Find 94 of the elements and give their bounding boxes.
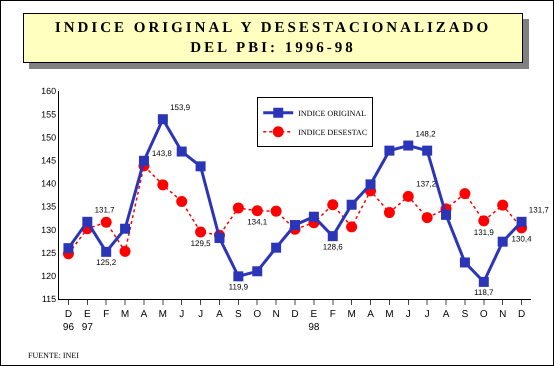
point [176,146,187,157]
point [478,276,489,287]
legend-label: INDICE DESESTAC [298,128,368,137]
point [252,205,263,216]
x-tick-label: N [499,309,506,320]
point [252,266,262,276]
data-label: 137,2 [416,180,437,189]
point [271,242,282,253]
point [422,146,432,156]
point [460,257,470,268]
x-tick-label: J [424,309,430,320]
data-label: 143,8 [152,149,172,158]
point [158,114,168,124]
data-label: 134,1 [247,218,268,227]
point [308,212,319,222]
x-tick-label: J [198,309,204,320]
point [384,146,394,156]
data-label: 118,7 [474,288,494,298]
x-tick-label: A [140,309,148,320]
point [327,199,338,210]
point [403,140,414,151]
data-label: 119,9 [228,282,249,292]
data-label: 130,4 [512,234,532,244]
x-tick-label: N [272,309,280,320]
point [422,212,433,224]
point [402,190,414,202]
point [120,224,130,234]
data-label: 129,5 [190,238,212,248]
y-tick-label: 155 [41,109,56,120]
data-label: 128,6 [322,242,344,252]
data-label: 148,2 [416,129,436,138]
point [270,206,282,217]
point [497,200,508,211]
data-label: 131,7 [528,206,550,215]
point [214,232,224,243]
data-label: 153,9 [170,102,191,112]
point [157,179,168,190]
point [346,200,357,210]
y-tick-label: 135 [41,202,56,212]
point [441,210,452,220]
x-tick-label: J [179,309,184,320]
point [100,216,112,228]
y-tick-label: 120 [41,271,56,282]
x-tick-label: A [442,309,450,320]
y-tick-label: 140 [41,178,56,189]
point [328,231,338,242]
legend-label: INDICE ORIGINAL [298,108,366,118]
x-tick-label: F [330,309,336,320]
point [195,226,206,238]
data-label: 131,7 [94,206,116,215]
x-tick-label: F [103,309,110,320]
x-tick-label: O [253,309,262,320]
point [478,215,490,226]
point [176,196,188,207]
point [233,271,244,282]
x-tick-label: S [462,309,469,320]
y-tick-label: 145 [41,155,56,166]
point [101,246,112,257]
point [516,216,527,227]
source-note: FUENTE: INEI [28,351,80,360]
x-tick-label: S [235,309,242,320]
data-label: 131,9 [474,228,494,237]
point [346,221,358,232]
x-tick-label: M [347,309,356,320]
y-tick-label: 125 [41,248,56,258]
y-tick-label: 115 [42,294,56,304]
x-tick-label: O [480,309,488,320]
x-tick-label: D [291,309,299,320]
x-tick-label: M [158,309,168,320]
point [384,207,395,218]
x-tick-label: A [367,309,374,320]
x-tick-label: E 98 [308,309,320,333]
point [120,246,131,257]
point [459,188,470,200]
point [366,179,376,190]
point [498,236,508,247]
point [290,220,300,230]
x-tick-label: M [120,309,130,320]
x-tick-label: J [406,309,411,320]
x-tick-label: M [385,309,394,320]
y-tick-label: 150 [41,132,56,142]
point [196,161,206,172]
x-tick-label: D [518,309,526,320]
x-tick-label: A [216,309,224,320]
point [82,216,92,227]
x-tick-label: E 97 [82,309,94,333]
y-tick-label: 160 [41,86,56,96]
chart-title: INDICE ORIGINAL Y DESESTACIONALIZADO DEL PBI: 1996-98 [23,13,523,63]
point [232,202,244,214]
y-tick-label: 130 [41,224,56,235]
point [138,156,149,166]
x-tick-label: D 96 [62,309,74,333]
data-label: 125,2 [96,258,117,268]
point [63,243,74,254]
